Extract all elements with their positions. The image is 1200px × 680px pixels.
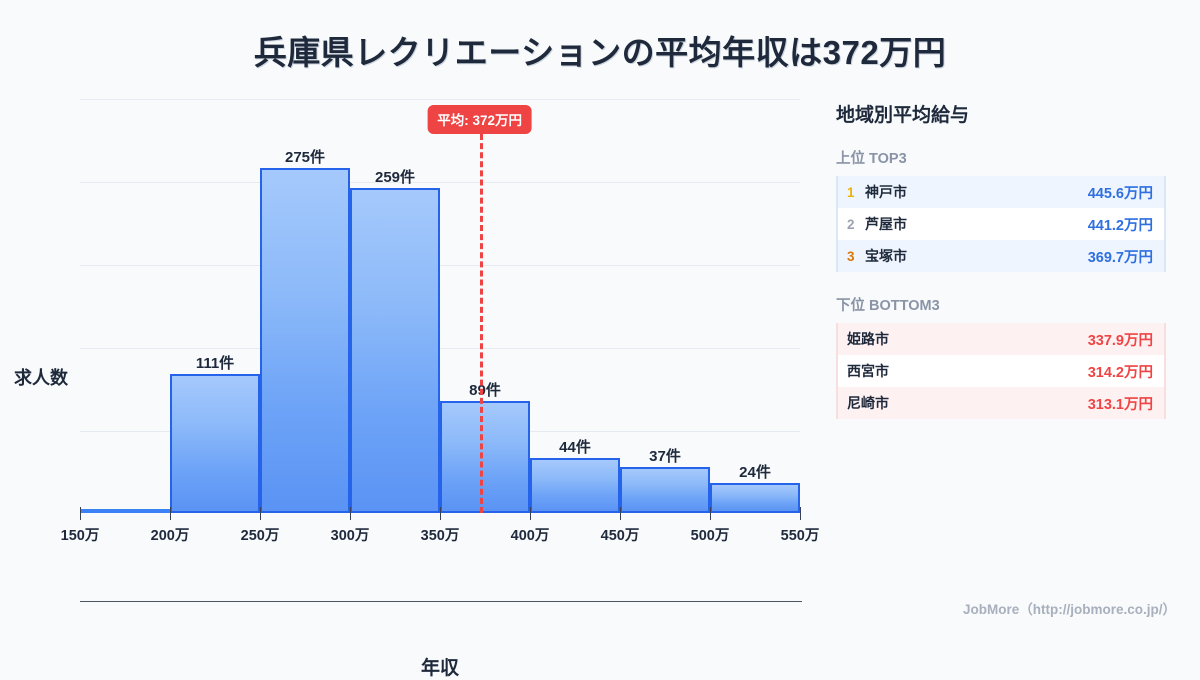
- region-salary: 337.9万円: [1087, 332, 1153, 349]
- footer-credit: JobMore（http://jobmore.co.jp/）: [963, 602, 1176, 617]
- x-axis-tick-label: 400万: [510, 528, 550, 544]
- x-axis-tick: [80, 507, 81, 520]
- table-row[interactable]: 姫路市 337.9万円: [838, 323, 1164, 355]
- rank-number: 1: [847, 184, 855, 200]
- x-axis-tick: [710, 507, 711, 520]
- x-axis-tick: [170, 507, 171, 520]
- bar: [440, 401, 530, 513]
- gridline: [80, 182, 800, 183]
- bottom3-table: 姫路市 337.9万円 西宮市 314.2万円 尼崎市 313.1万円: [836, 323, 1166, 419]
- x-axis-tick: [440, 507, 441, 520]
- bar-value-label: 259件: [374, 169, 416, 187]
- rank-number: 2: [847, 216, 855, 232]
- sidebar-title: 地域別平均給与: [836, 105, 970, 126]
- x-axis-tick-label: 500万: [690, 528, 730, 544]
- region-salary: 441.2万円: [1087, 217, 1153, 234]
- gridline: [80, 99, 800, 100]
- axis-baseline: [80, 601, 802, 602]
- bar-value-label: 89件: [469, 382, 501, 400]
- bar-value-label: 24件: [739, 463, 771, 481]
- bar-value-label: 111件: [195, 354, 235, 372]
- x-axis-tick: [800, 507, 801, 520]
- x-axis-tick-label: 150万: [60, 528, 100, 544]
- x-axis-tick-label: 300万: [330, 528, 370, 544]
- table-row[interactable]: 2 芦屋市 441.2万円: [838, 208, 1164, 240]
- x-axis-tick: [260, 507, 261, 520]
- table-row[interactable]: 尼崎市 313.1万円: [838, 387, 1164, 419]
- region-salary: 445.6万円: [1087, 185, 1153, 202]
- x-axis-tick-label: 250万: [240, 528, 280, 544]
- x-axis-label: 年収: [420, 658, 459, 679]
- gridline: [80, 348, 800, 349]
- bar-value-label: 44件: [559, 438, 591, 456]
- bar: [530, 457, 620, 513]
- rank-number: 3: [847, 248, 855, 264]
- x-axis-tick-label: 450万: [600, 528, 640, 544]
- region-name: 尼崎市: [847, 395, 889, 411]
- x-axis-tick: [530, 507, 531, 520]
- average-line: [479, 134, 483, 513]
- region-name: 宝塚市: [865, 248, 907, 264]
- x-axis-tick: [620, 507, 621, 520]
- region-salary: 313.1万円: [1087, 396, 1153, 413]
- x-axis-tick-label: 350万: [420, 528, 460, 544]
- top3-heading: 上位 TOP3: [836, 151, 907, 167]
- region-name: 西宮市: [847, 363, 889, 379]
- y-axis-label: 求人数: [14, 368, 68, 388]
- gridline: [80, 265, 800, 266]
- region-name: 姫路市: [847, 331, 889, 347]
- table-row[interactable]: 西宮市 314.2万円: [838, 355, 1164, 387]
- bottom3-heading: 下位 BOTTOM3: [836, 298, 940, 314]
- x-axis-tick: [350, 507, 351, 520]
- bar: [170, 373, 260, 513]
- region-name: 芦屋市: [865, 216, 907, 232]
- bar: [260, 168, 350, 513]
- regional-salary-panel: 地域別平均給与 上位 TOP3 1 神戸市 445.6万円 2 芦屋市 441.…: [836, 100, 1166, 441]
- region-name: 神戸市: [865, 184, 907, 200]
- bar-value-label: 37件: [649, 447, 681, 465]
- bar: [710, 482, 800, 513]
- region-salary: 369.7万円: [1087, 249, 1153, 266]
- bar-value-label: 275件: [284, 149, 326, 166]
- average-badge: 平均: 372万円: [427, 105, 532, 134]
- table-row[interactable]: 1 神戸市 445.6万円: [838, 176, 1164, 208]
- region-salary: 314.2万円: [1087, 364, 1153, 381]
- x-axis-tick-label: 550万: [780, 528, 820, 544]
- bar: [620, 466, 710, 513]
- x-axis-tick-label: 200万: [150, 528, 190, 544]
- bar: [350, 188, 440, 513]
- page-title: 兵庫県レクリエーションの平均年収は372万円: [253, 34, 947, 71]
- bar: [80, 509, 170, 513]
- top3-table: 1 神戸市 445.6万円 2 芦屋市 441.2万円 3 宝塚市 369.7万…: [836, 176, 1166, 272]
- table-row[interactable]: 3 宝塚市 369.7万円: [838, 240, 1164, 272]
- histogram-chart: 求人数 111件 275件 259件 89件 44件 37件 24件 150万 200万 250…: [0, 88, 820, 679]
